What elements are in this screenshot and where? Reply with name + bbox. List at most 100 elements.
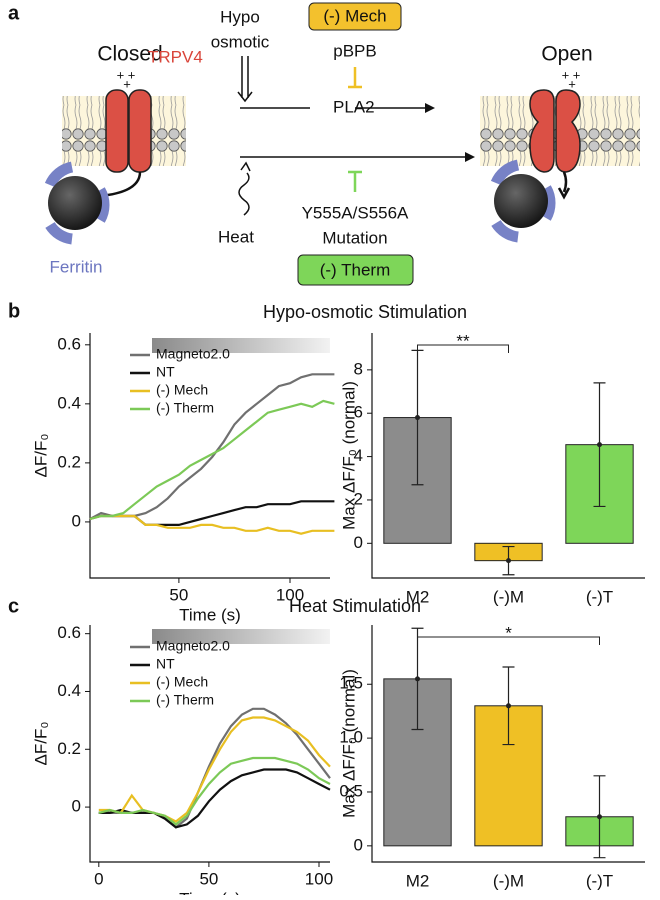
y-axis-label: ΔF/F₀	[31, 722, 50, 766]
arrowhead	[425, 103, 435, 113]
x-tick-label: 100	[276, 585, 304, 604]
y-axis-label: Max ΔF/F₀ (normal)	[339, 381, 358, 530]
panel-a-diagram: a Closed TRPV4 + + + Ferritin Hypo osmot…	[8, 2, 640, 286]
charge: +	[123, 76, 131, 91]
y-tick-label: 0	[354, 835, 363, 854]
axis	[89, 333, 330, 579]
x-tick-label: 100	[305, 869, 333, 888]
bar-point	[597, 442, 602, 448]
legend-label: (-) Therm	[156, 692, 214, 708]
ferritin-icon	[44, 161, 110, 245]
ferritin-label: Ferritin	[50, 257, 103, 276]
y-tick-label: 0.5	[339, 781, 363, 800]
charge: + +	[117, 67, 136, 82]
y-tick-label: 0.2	[57, 452, 81, 471]
legend-label: Magneto2.0	[156, 638, 230, 654]
therm-label: (-) Therm	[320, 260, 391, 279]
chart-title: Heat Stimulation	[289, 596, 421, 616]
label-box	[308, 2, 402, 31]
y-tick-label: 0.4	[57, 681, 81, 700]
y-tick-label: 8	[354, 359, 363, 378]
bar-point	[415, 676, 420, 682]
axis	[89, 625, 330, 863]
series-line	[98, 707, 331, 829]
y-tick-label: 6	[354, 403, 363, 422]
bar-point	[506, 558, 511, 564]
stimulus-label: Heat	[218, 227, 254, 246]
heat-wave	[238, 161, 251, 216]
x-tick-label: 50	[169, 585, 188, 604]
series-line	[98, 716, 331, 823]
bar	[383, 678, 452, 847]
legend-label: Magneto2.0	[156, 346, 230, 362]
bar-point	[506, 703, 511, 709]
series-line	[89, 373, 335, 520]
chart-title: Hypo-osmotic Stimulation	[263, 302, 467, 322]
x-tick-label: (-)M	[493, 587, 524, 606]
charge: + +	[562, 67, 581, 82]
inhibition	[348, 67, 362, 89]
y-tick-label: 0.6	[57, 623, 81, 642]
y-tick-label: 0	[354, 533, 363, 552]
legend-label: NT	[156, 364, 175, 380]
inhibitor-label: pBPB	[333, 41, 376, 60]
charge: +	[568, 76, 576, 91]
panel-label: a	[8, 2, 20, 24]
bar-point	[597, 814, 602, 820]
stimulus-label: osmotic	[211, 32, 270, 51]
mech-label: (-) Mech	[323, 6, 386, 25]
stimulus-label: Hypo	[220, 7, 260, 26]
bar	[474, 705, 543, 847]
panel-label: b	[8, 300, 20, 322]
series-line	[98, 768, 331, 829]
x-tick-label: 0	[94, 869, 103, 888]
inhibition	[348, 170, 362, 192]
bar-point	[415, 415, 420, 421]
arrowhead	[465, 152, 475, 162]
channel	[529, 89, 555, 173]
ferritin-icon	[490, 159, 556, 243]
series-line	[89, 399, 335, 521]
legend-label: (-) Therm	[156, 400, 214, 416]
series-line	[89, 500, 335, 526]
x-tick-label: (-)M	[493, 871, 524, 890]
significance-label: *	[505, 623, 512, 642]
y-tick-label: 1.5	[339, 674, 363, 693]
legend-label: NT	[156, 656, 175, 672]
channel	[555, 89, 581, 173]
significance-bracket	[417, 344, 509, 353]
y-tick-label: 0.2	[57, 739, 81, 758]
y-tick-label: 0.4	[57, 393, 81, 412]
y-tick-label: 0.6	[57, 334, 81, 353]
x-tick-label: (-)T	[586, 871, 613, 890]
mutation-label: Mutation	[322, 228, 387, 247]
y-axis-label: Max ΔF/F₀ (normal)	[339, 669, 358, 818]
x-axis-label: Time (s)	[179, 605, 241, 624]
panel-label: c	[8, 595, 19, 617]
significance-label: **	[456, 331, 470, 350]
channel	[105, 89, 129, 173]
series-line	[89, 514, 335, 535]
legend-label: (-) Mech	[156, 382, 208, 398]
stimulus-bar	[152, 629, 330, 644]
closed-label: Closed	[97, 43, 162, 66]
x-axis-label: Time (s)	[179, 889, 241, 895]
significance-bracket	[417, 636, 600, 645]
series-line	[98, 756, 331, 826]
trpv4-label: TRPV4	[148, 47, 203, 66]
mutation-label: Y555A/S556A	[302, 203, 409, 222]
tether	[557, 171, 571, 200]
open-label: Open	[541, 43, 592, 66]
axis	[371, 333, 645, 579]
y-tick-label: 0	[72, 511, 81, 530]
x-tick-label: M2	[406, 587, 430, 606]
axis	[371, 625, 645, 863]
y-tick-label: 0	[72, 797, 81, 816]
enzyme-label: PLA2	[333, 97, 375, 116]
label-box	[297, 254, 414, 286]
arrow	[237, 56, 253, 103]
y-tick-label: 1.0	[339, 728, 363, 747]
y-tick-label: 2	[354, 489, 363, 508]
channel	[128, 89, 152, 173]
